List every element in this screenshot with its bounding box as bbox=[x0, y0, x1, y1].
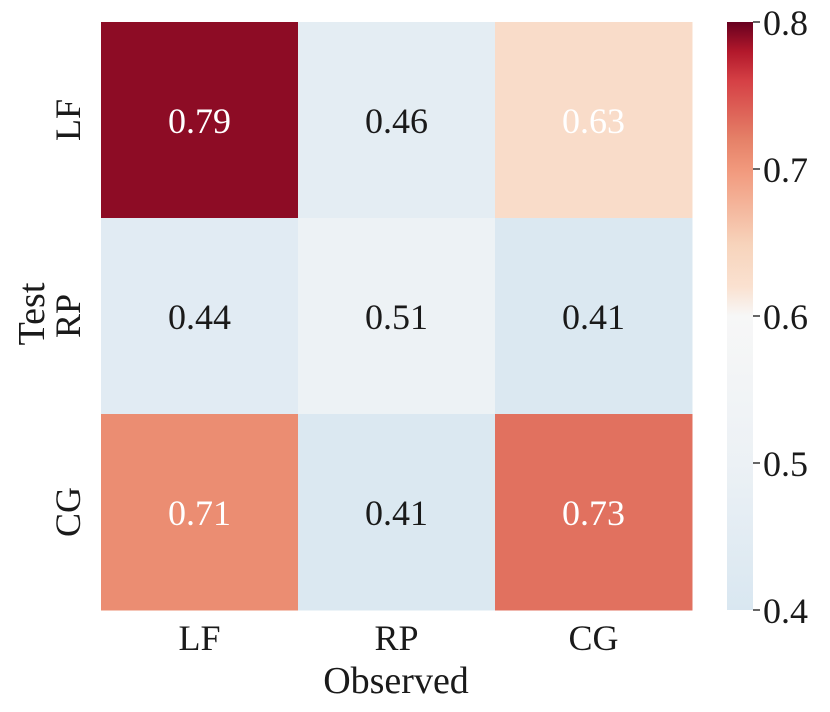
colorbar-tick-label: 0.7 bbox=[763, 150, 808, 190]
heatmap-cell-rp-cg bbox=[495, 218, 693, 415]
x-axis-label: Observed bbox=[323, 660, 469, 702]
colorbar-tick-label: 0.5 bbox=[763, 444, 808, 484]
heatmap-cell-lf-rp bbox=[298, 22, 496, 219]
colorbar-tick-label: 0.6 bbox=[763, 297, 808, 337]
heatmap-cell-cg-rp bbox=[298, 414, 496, 611]
y-axis-label: Test bbox=[11, 282, 53, 345]
cell-value-label: 0.71 bbox=[168, 493, 231, 533]
heatmap-cell-rp-rp bbox=[298, 218, 496, 415]
y-tick-labels: LF RP CG bbox=[48, 99, 88, 537]
cell-value-label: 0.79 bbox=[168, 101, 231, 141]
cell-value-label: 0.46 bbox=[365, 101, 428, 141]
colorbar-tick-label: 0.8 bbox=[763, 3, 808, 43]
heatmap-cell-cg-cg bbox=[495, 414, 693, 611]
cell-value-label: 0.63 bbox=[562, 101, 625, 141]
heatmap-cell-lf-lf bbox=[101, 22, 299, 219]
colorbar-tick-label: 0.4 bbox=[763, 591, 808, 631]
cell-value-label: 0.73 bbox=[562, 493, 625, 533]
y-tick-lf: LF bbox=[48, 99, 88, 141]
cell-value-label: 0.51 bbox=[365, 297, 428, 337]
heatmap-cells: 0.79 0.46 0.63 0.44 0.51 0.41 0.71 0.41 0.73 bbox=[101, 22, 693, 611]
heatmap-cell-lf-cg bbox=[495, 22, 693, 219]
colorbar-ticks: 0.4 0.5 0.6 0.7 0.8 bbox=[753, 3, 808, 631]
cell-value-label: 0.41 bbox=[562, 297, 625, 337]
x-tick-cg: CG bbox=[568, 618, 618, 658]
x-tick-labels: LF RP CG bbox=[178, 618, 618, 658]
x-tick-rp: RP bbox=[374, 618, 418, 658]
x-tick-lf: LF bbox=[178, 618, 220, 658]
cell-value-label: 0.44 bbox=[168, 297, 231, 337]
heatmap-cell-rp-lf bbox=[101, 218, 299, 415]
colorbar bbox=[727, 22, 753, 610]
heatmap-cell-cg-lf bbox=[101, 414, 299, 611]
y-tick-rp: RP bbox=[48, 294, 88, 338]
cell-value-label: 0.41 bbox=[365, 493, 428, 533]
y-tick-cg: CG bbox=[48, 487, 88, 537]
